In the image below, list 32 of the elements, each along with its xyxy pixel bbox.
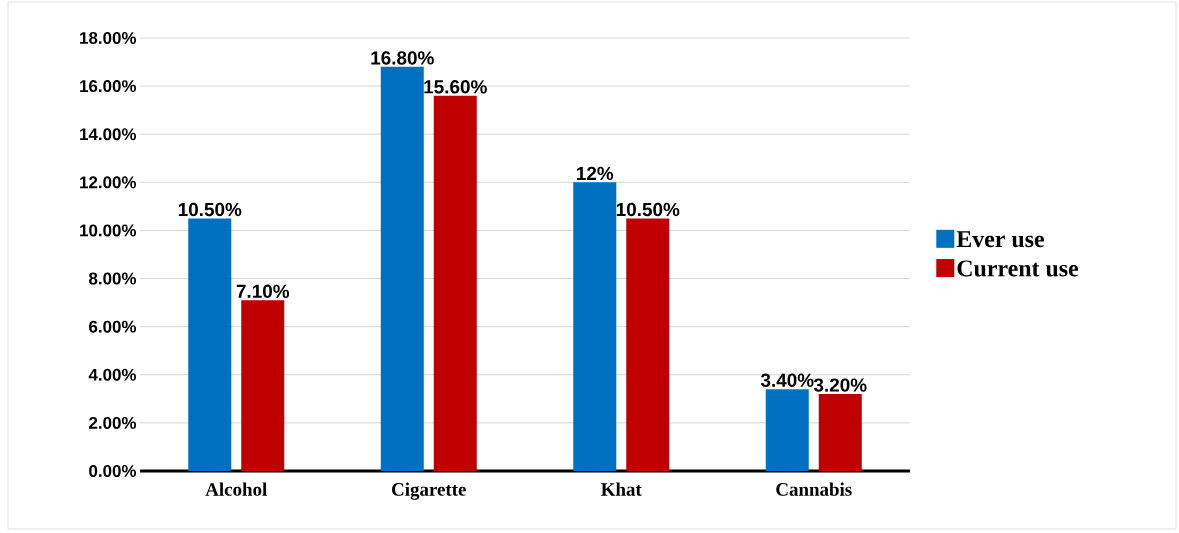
data-label: 3.20%: [813, 378, 867, 392]
data-label: 12%: [577, 166, 614, 181]
bar: [818, 394, 862, 471]
y-tick-label: 16.00%: [80, 80, 137, 93]
y-tick-label: 14.00%: [80, 128, 137, 141]
y-tick-label: 6.00%: [89, 320, 137, 333]
bar: [433, 95, 477, 471]
data-label: 15.60%: [424, 80, 487, 94]
bar: [626, 218, 670, 471]
data-label: 10.50%: [178, 202, 242, 217]
y-tick-label: 0.00%: [89, 464, 137, 477]
y-tick-label: 8.00%: [89, 272, 137, 285]
data-label: 10.50%: [616, 202, 680, 217]
y-tick-label: 2.00%: [89, 416, 137, 429]
bar: [188, 218, 232, 471]
data-label: 16.80%: [371, 51, 434, 65]
x-tick-label: Alcohol: [205, 482, 267, 496]
legend-label: Ever use: [956, 231, 1044, 248]
bar: [241, 300, 285, 471]
x-tick-label: Cannabis: [776, 482, 852, 496]
data-label: 7.10%: [236, 284, 290, 298]
y-tick-label: 12.00%: [80, 176, 137, 189]
x-tick-label: Khat: [601, 482, 642, 496]
y-tick-label: 4.00%: [88, 368, 137, 381]
x-tick-label: Cigarette: [392, 482, 466, 500]
legend-label: Current use: [957, 260, 1079, 277]
y-tick-label: 10.00%: [80, 224, 137, 237]
bar: [380, 66, 424, 471]
y-tick-label: 18.00%: [80, 31, 137, 44]
data-label: 3.40%: [760, 373, 814, 387]
bar: [573, 182, 617, 471]
bar: [765, 389, 809, 471]
